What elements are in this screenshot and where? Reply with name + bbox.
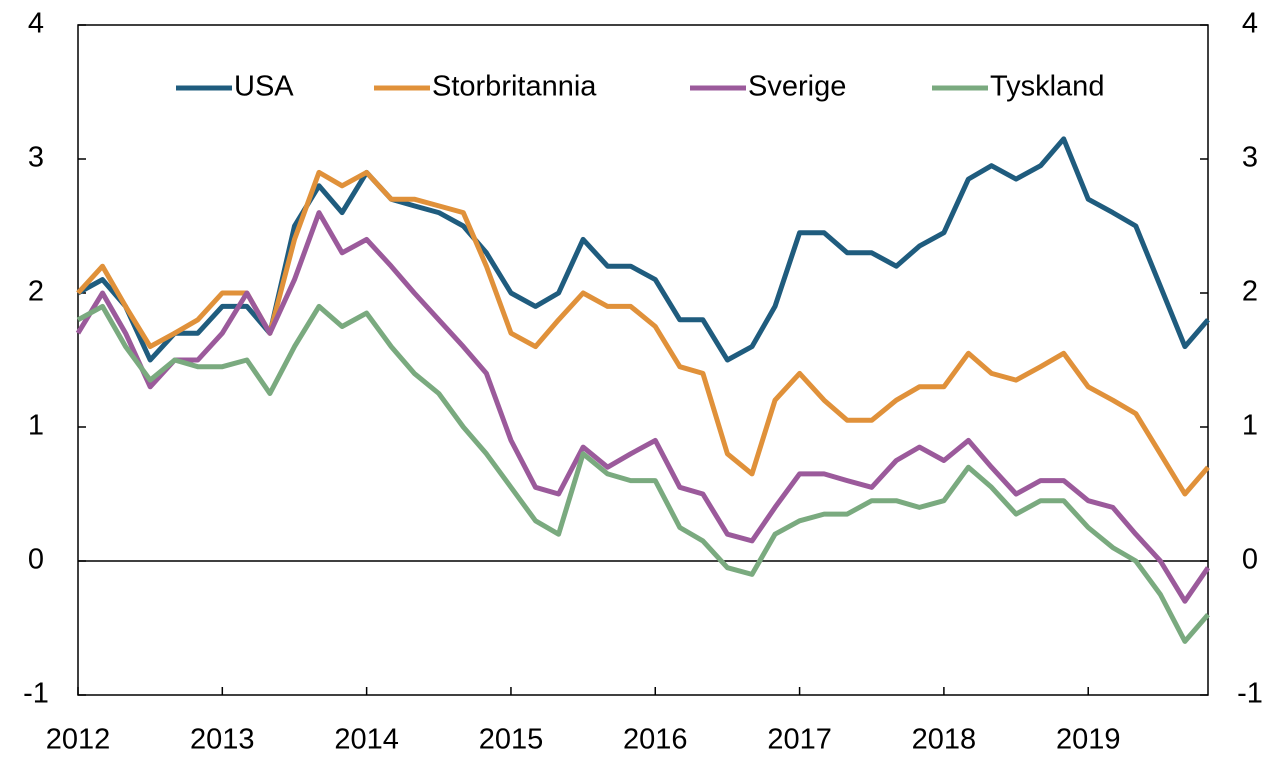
x-tick-label: 2012 xyxy=(46,724,111,756)
y-tick-label: 3 xyxy=(28,142,44,174)
x-tick-label: 2015 xyxy=(479,724,544,756)
plot-frame xyxy=(77,24,1209,696)
x-tick-label: 2016 xyxy=(623,724,688,756)
series-line xyxy=(76,303,1210,644)
y-tick-label-right: 1 xyxy=(1242,410,1258,442)
x-tick-label: 2013 xyxy=(190,724,255,756)
y-tick-label-right: 2 xyxy=(1242,276,1258,308)
y-tick-label-right: -1 xyxy=(1237,678,1263,710)
x-tick-label: 2019 xyxy=(1056,724,1121,756)
y-tick-label: 0 xyxy=(28,544,44,576)
y-tick-label: 1 xyxy=(28,410,44,442)
legend-label: Storbritannia xyxy=(432,71,597,103)
y-tick-label: 4 xyxy=(28,8,44,40)
x-tick-label: 2014 xyxy=(334,724,399,756)
x-tick-label: 2017 xyxy=(767,724,832,756)
series-line xyxy=(76,136,1210,363)
y-tick-label: 2 xyxy=(28,276,44,308)
legend-label: Tyskland xyxy=(990,71,1104,103)
legend-label: Sverige xyxy=(748,71,846,103)
y-tick-label: -1 xyxy=(23,678,49,710)
y-tick-label-right: 0 xyxy=(1242,544,1258,576)
y-tick-label-right: 4 xyxy=(1242,8,1258,40)
series-line xyxy=(75,210,1211,604)
y-tick-label-right: 3 xyxy=(1242,142,1258,174)
x-tick-label: 2018 xyxy=(912,724,977,756)
legend-label: USA xyxy=(234,71,294,103)
